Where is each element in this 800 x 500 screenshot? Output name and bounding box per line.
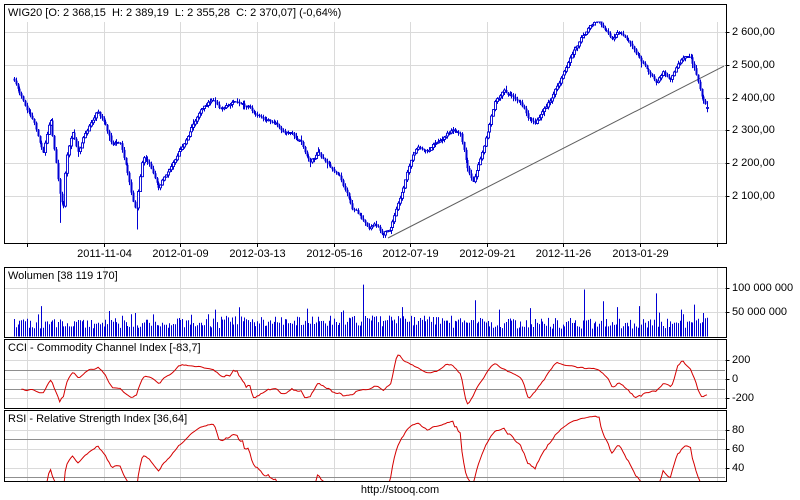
date-axis-label: 2012-11-26 <box>535 248 592 260</box>
date-axis-label: 2013-01-29 <box>612 248 669 260</box>
cci-line <box>21 354 708 405</box>
price-axis-label: 2 300,00 <box>732 124 775 136</box>
volume-axis-label: 50 000 000 <box>732 306 788 318</box>
price-axis-label: 2 200,00 <box>732 157 775 169</box>
date-axis-label: 2011-11-04 <box>77 248 132 260</box>
rsi-axis-label: 80 <box>732 424 745 436</box>
footer-url: http://stooq.com <box>360 484 440 496</box>
cci-panel-title: CCI - Commodity Channel Index [-83,7] <box>8 342 201 354</box>
price-axis-label: 2 400,00 <box>732 92 775 104</box>
cci-axis-label: -200 <box>732 392 755 404</box>
price-axis-label: 2 600,00 <box>732 26 775 38</box>
cci-axis-label: 200 <box>732 354 751 366</box>
trend-line <box>387 65 725 239</box>
date-axis-label: 2012-03-13 <box>229 248 286 260</box>
price-panel-title: WIG20 [O: 2 368,15 H: 2 389,19 L: 2 355,… <box>8 7 342 19</box>
cci-axis-label: 0 <box>732 373 739 385</box>
price-axis-label: 2 500,00 <box>732 59 775 71</box>
date-axis-label: 2012-07-19 <box>382 248 439 260</box>
date-axis-label: 2012-01-09 <box>152 248 209 260</box>
price-candles <box>13 21 725 239</box>
axis-ticks <box>27 32 730 469</box>
volume-bars <box>14 284 708 337</box>
date-axis-label: 2012-09-21 <box>459 248 516 260</box>
price-axis-label: 2 100,00 <box>732 190 775 202</box>
series-layer <box>13 21 725 481</box>
rsi-panel-title: RSI - Relative Strength Index [36,64] <box>8 413 188 425</box>
panel-borders <box>4 4 727 482</box>
rsi-line <box>46 415 701 481</box>
date-axis-label: 2012-05-16 <box>306 248 363 260</box>
rsi-axis-label: 40 <box>732 462 745 474</box>
volume-panel-title: Wolumen [38 119 170] <box>8 270 118 282</box>
volume-axis-label: 100 000 000 <box>732 282 794 294</box>
rsi-axis-label: 60 <box>732 443 745 455</box>
